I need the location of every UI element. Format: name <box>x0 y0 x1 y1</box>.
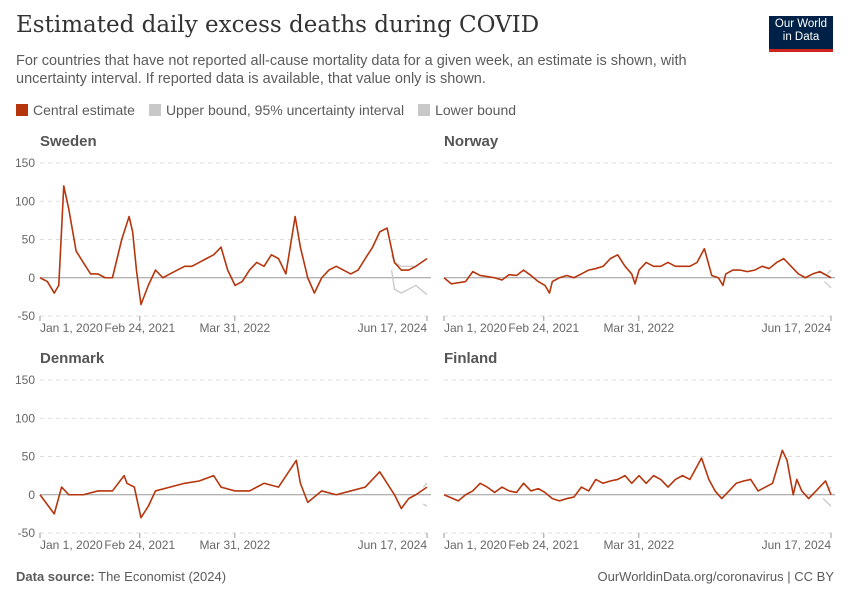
y-tick-label: 150 <box>15 373 35 387</box>
legend-swatch <box>16 104 28 116</box>
series-line-lower <box>390 270 428 296</box>
panel-title: Finland <box>444 350 497 367</box>
x-tick-label: Mar 31, 2022 <box>603 321 674 335</box>
owid-logo[interactable]: Our World in Data <box>769 16 833 52</box>
legend-label: Central estimate <box>33 102 135 118</box>
x-tick-label: Mar 31, 2022 <box>199 538 270 552</box>
source-link[interactable]: The Economist (2024) <box>98 569 227 584</box>
x-tick-label: Mar 31, 2022 <box>199 321 270 335</box>
series-line-upper <box>422 482 428 488</box>
x-tick-label: Jun 17, 2024 <box>358 321 428 335</box>
series-line-central <box>39 459 428 519</box>
series-line-lower <box>822 498 832 507</box>
series-line-central <box>443 247 832 294</box>
panel-title: Denmark <box>40 350 105 367</box>
source-label: Data source: <box>16 569 95 584</box>
y-tick-label: 150 <box>15 156 35 170</box>
chart-subtitle: For countries that have not reported all… <box>16 53 687 87</box>
legend-swatch <box>148 104 161 116</box>
x-tick-label: Jun 17, 2024 <box>358 538 428 552</box>
series-line-lower <box>823 281 832 289</box>
y-tick-label: 0 <box>28 488 35 502</box>
legend-item-lower[interactable]: Lower bound <box>418 102 516 118</box>
legend-item-central[interactable]: Central estimate <box>16 102 135 118</box>
x-tick-label: Feb 24, 2021 <box>508 321 579 335</box>
legend-label: Lower bound <box>435 102 517 118</box>
y-tick-label: -50 <box>18 526 36 540</box>
x-tick-label: Feb 24, 2021 <box>508 538 579 552</box>
x-tick-label: Jan 1, 2020 <box>40 321 103 335</box>
panel-title: Norway <box>444 133 499 150</box>
y-tick-label: 100 <box>15 411 35 425</box>
series-line-lower <box>422 503 428 507</box>
series-line-central <box>443 449 832 502</box>
x-tick-label: Jan 1, 2020 <box>444 538 507 552</box>
series-line-central <box>39 185 428 306</box>
y-tick-label: 50 <box>22 450 36 464</box>
x-tick-label: Jan 1, 2020 <box>40 538 103 552</box>
y-tick-label: 100 <box>15 194 35 208</box>
legend-label: Upper bound, 95% uncertainty interval <box>165 102 405 118</box>
x-tick-label: Feb 24, 2021 <box>104 538 175 552</box>
credit[interactable]: OurWorldinData.org/coronavirus | CC BY <box>597 569 834 584</box>
x-tick-label: Feb 24, 2021 <box>104 321 175 335</box>
x-tick-label: Mar 31, 2022 <box>603 538 674 552</box>
chart-title: Estimated daily excess deaths during COV… <box>16 12 540 38</box>
y-tick-label: 50 <box>22 233 36 247</box>
series-line-upper <box>826 269 832 275</box>
x-tick-label: Jan 1, 2020 <box>444 321 507 335</box>
x-tick-label: Jun 17, 2024 <box>762 538 832 552</box>
y-tick-label: 0 <box>28 271 35 285</box>
legend-item-upper[interactable]: Upper bound, 95% uncertainty interval <box>148 102 405 118</box>
legend-swatch <box>418 104 431 116</box>
x-tick-label: Jun 17, 2024 <box>762 321 832 335</box>
legend: Central estimate Upper bound, 95% uncert… <box>16 102 516 118</box>
data-source: Data source: The Economist (2024) <box>16 569 226 584</box>
panel-title: Sweden <box>40 133 97 150</box>
y-tick-label: -50 <box>18 309 36 323</box>
